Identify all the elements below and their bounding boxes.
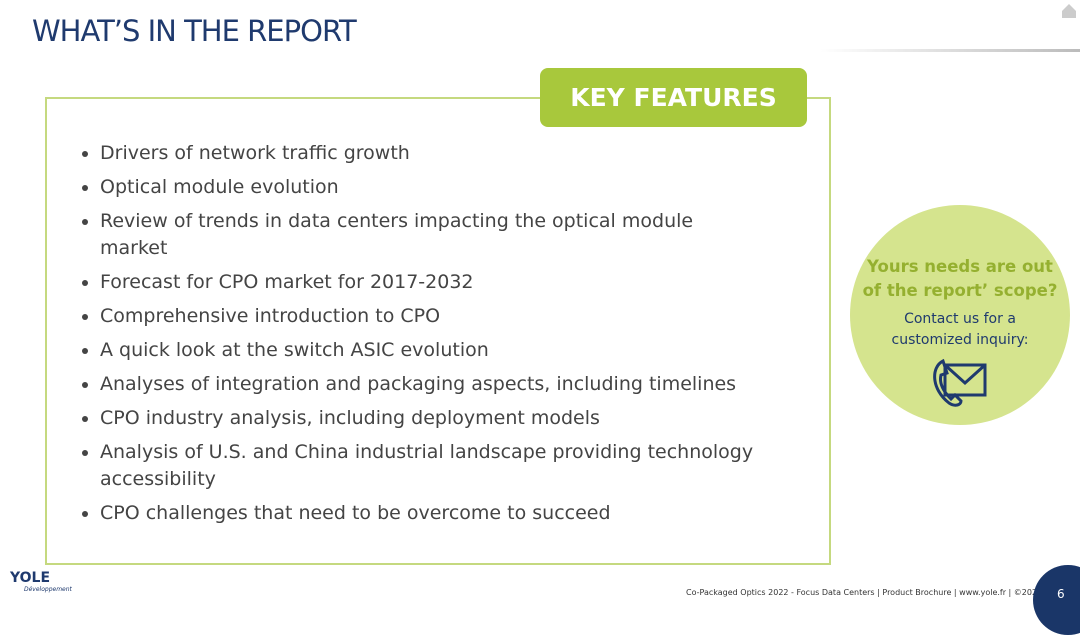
page-badge: 6 [1033, 565, 1080, 635]
page: WHAT’S IN THE REPORT KEY FEATURES Driver… [0, 0, 1080, 608]
feature-item: Forecast for CPO market for 2017-2032 [100, 269, 760, 296]
feature-item: Analyses of integration and packaging as… [100, 371, 760, 398]
contact-text: Contact us for a customized inquiry: [891, 311, 1029, 348]
logo-sub: Développement [24, 586, 72, 593]
feature-item: Drivers of network traffic growth [100, 140, 760, 167]
features-title: KEY FEATURES [540, 68, 807, 127]
feature-item: A quick look at the switch ASIC evolutio… [100, 337, 760, 364]
features-list: Drivers of network traffic growth Optical… [72, 140, 760, 534]
feature-item: Analysis of U.S. and China industrial la… [100, 439, 760, 493]
rule [820, 49, 1080, 52]
logo: YOLE [10, 570, 51, 586]
feature-item: CPO challenges that need to be overcome … [100, 500, 760, 527]
features-box [45, 97, 831, 565]
mail-icon [933, 358, 987, 407]
home-icon[interactable] [1061, 3, 1077, 19]
feature-item: CPO industry analysis, including deploym… [100, 405, 760, 432]
page-number: 6 [1057, 587, 1065, 601]
contact-headline: Yours needs are out of the report’ scope… [862, 257, 1058, 300]
contact-circle[interactable]: Yours needs are out of the report’ scope… [850, 205, 1070, 425]
feature-item: Optical module evolution [100, 174, 760, 201]
feature-item: Review of trends in data centers impacti… [100, 208, 760, 262]
footer-text: Co-Packaged Optics 2022 - Focus Data Cen… [686, 588, 1043, 597]
feature-item: Comprehensive introduction to CPO [100, 303, 760, 330]
title: WHAT’S IN THE REPORT [32, 14, 357, 48]
